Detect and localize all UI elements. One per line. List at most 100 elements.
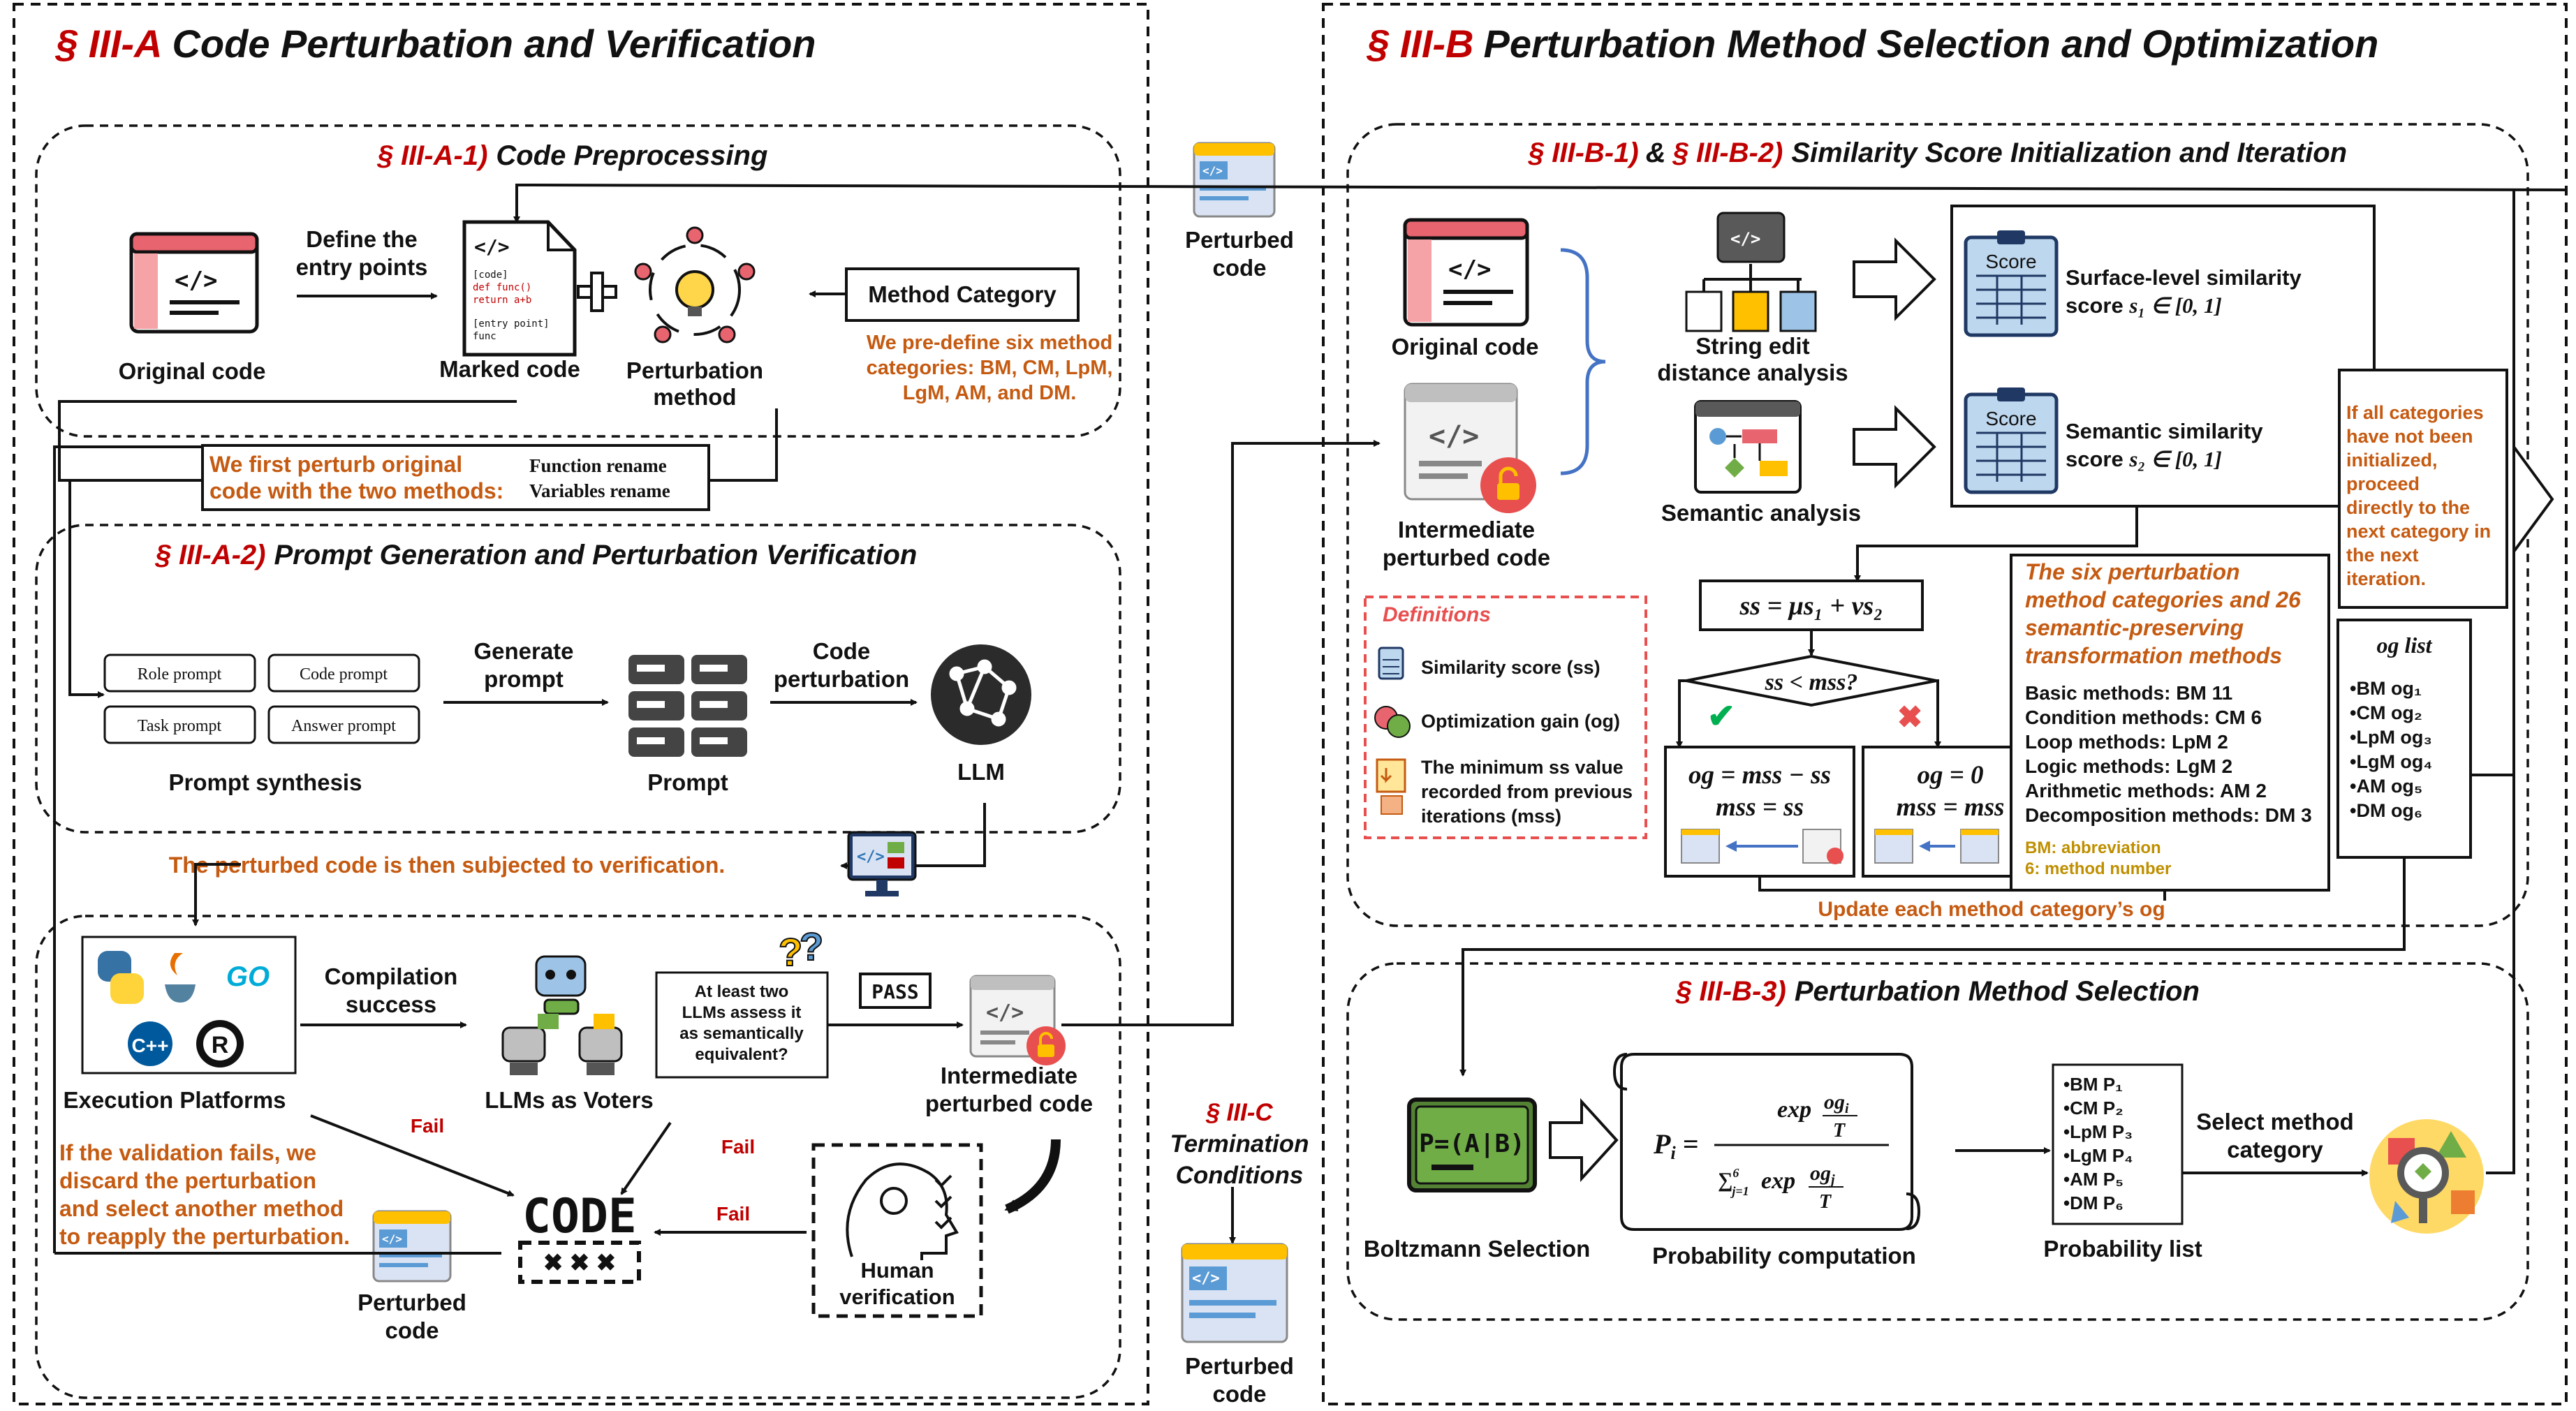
code-perturbation-1: Code: [813, 638, 871, 664]
pass-badge: PASS: [859, 973, 932, 1009]
surface-sim-2: score s₁ ∈ [0, 1]: [2066, 293, 2222, 318]
perturbed-code-icon-top: </>: [1193, 142, 1276, 218]
svg-text:</>: </>: [1730, 229, 1760, 249]
boltzmann-label: Boltzmann Selection: [1364, 1236, 1591, 1262]
variables-rename: Variables rename: [529, 480, 670, 501]
svg-text:Pi =: Pi =: [1653, 1128, 1698, 1163]
llm-icon: [931, 644, 1031, 745]
first-perturb-box: [201, 444, 710, 511]
arrow-no: [1934, 679, 1941, 748]
select-category-icon: [2369, 1119, 2484, 1234]
perturbed-code-a-1: Perturbed: [358, 1290, 466, 1315]
six-item-2: Condition methods: CM 6: [2025, 707, 2262, 728]
all-cat-6: next category in: [2346, 521, 2491, 542]
prompt-synthesis-label: Prompt synthesis: [169, 769, 362, 795]
hollow-arrow-right: [2512, 442, 2554, 556]
human-verification-icon: [846, 1162, 959, 1260]
method-category-label: Method Category: [868, 281, 1057, 307]
marked-code-icon: </> [code] def func() return a+b [entry …: [462, 220, 577, 357]
definition-3-line2: recorded from previous: [1421, 781, 1633, 802]
predefine-note-1: We pre-define six method: [867, 332, 1112, 354]
all-cat-3: initialized,: [2346, 450, 2438, 471]
string-edit-icon: </>: [1685, 212, 1817, 332]
perturbation-method-label-2: method: [653, 384, 736, 410]
define-entry-label-1: Define the: [306, 226, 418, 252]
definition-1: Similarity score (ss): [1421, 657, 1600, 678]
code-perturbation-2: perturbation: [774, 666, 909, 692]
semantic-analysis-icon: [1694, 400, 1802, 494]
cpp-icon: C++: [128, 1021, 172, 1066]
b3-title: § III-B-3) Perturbation Method Selection: [1675, 976, 2200, 1007]
predefine-note-2: categories: BM, CM, LpM,: [867, 357, 1113, 379]
svg-text:</>: </>: [857, 848, 885, 866]
llm-question-box: [655, 971, 829, 1079]
middle-perturbed-top-1: Perturbed: [1185, 227, 1294, 253]
similarity-score-icon: [1378, 647, 1404, 680]
section-a-frame: [13, 3, 1149, 1405]
code-prompt-box: [267, 653, 420, 693]
execution-platforms-label: Execution Platforms: [63, 1087, 286, 1113]
function-rename: Function rename: [529, 455, 667, 476]
svg-text:exp: exp: [1777, 1097, 1811, 1123]
semantic-analysis-label: Semantic analysis: [1661, 500, 1861, 526]
perturbed-code-icon-a: </>: [372, 1210, 452, 1283]
svg-text:T: T: [1833, 1120, 1846, 1142]
middle-perturbed-top-2: code: [1212, 255, 1266, 281]
answer-prompt-label: Answer prompt: [291, 717, 396, 735]
arrow-yes: [1676, 679, 1686, 748]
six-item-1: Basic methods: BM 11: [2025, 682, 2232, 704]
right-update-flow-icon: [1874, 829, 1999, 864]
six-note-1: BM: abbreviation: [2025, 839, 2161, 857]
svg-text:</>: </>: [1448, 256, 1491, 283]
svg-text:PASS: PASS: [871, 980, 918, 1003]
code-fail-icon: CODE ✖ ✖ ✖: [518, 1189, 641, 1284]
prompt-grid: Role prompt Code prompt Task prompt Answ…: [103, 653, 420, 744]
prob-item-2: •CM P₂: [2063, 1098, 2124, 1118]
llm-question-4: equivalent?: [695, 1045, 788, 1064]
human-verification-2: verification: [839, 1285, 955, 1309]
definition-3-line3: iterations (mss): [1421, 806, 1561, 827]
b12-title: § III-B-1) & § III-B-2) Similarity Score In…: [1528, 138, 2347, 168]
prob-item-5: •AM P₅: [2063, 1169, 2124, 1190]
select-method-2: category: [2227, 1137, 2323, 1162]
discard-note-2: discard the perturbation: [59, 1168, 316, 1193]
all-categories-box: [2338, 369, 2508, 609]
llm-label: LLM: [957, 759, 1005, 785]
decision-label: ss < mss?: [1765, 670, 1858, 695]
svg-text:[entry point]: [entry point]: [473, 318, 550, 330]
section-b-title: § III-B Perturbation Method Selection and…: [1366, 22, 2378, 66]
surface-sim-1: Surface-level similarity: [2066, 265, 2302, 290]
termination-2: Conditions: [1176, 1162, 1304, 1189]
svg-text:def func(): def func(): [473, 282, 531, 293]
probability-scroll: [1612, 1053, 1921, 1231]
hollow-arrow-1: [1853, 237, 1936, 321]
minimum-mss-icon: [1376, 758, 1406, 815]
svg-text:exp: exp: [1761, 1168, 1795, 1194]
llm-question-2: LLMs assess it: [682, 1003, 802, 1022]
line-top-loop: [513, 183, 2567, 223]
svg-text:Score: Score: [1985, 251, 2036, 272]
left-update-1: og = mss − ss: [1688, 761, 1831, 790]
all-cat-7: the next: [2346, 545, 2419, 566]
svg-text:?: ?: [779, 930, 802, 974]
six-item-5: Arithmetic methods: AM 2: [2025, 780, 2267, 801]
arrow-score-formula: [1854, 506, 2138, 582]
a2-title: § III-A-2) Prompt Generation and Perturba…: [155, 540, 918, 570]
rust-icon: R: [196, 1020, 244, 1068]
middle-perturbed-bottom-2: code: [1212, 1381, 1266, 1407]
intermediate-code-icon: </>: [969, 975, 1066, 1065]
og-list-box: [2336, 619, 2472, 859]
arrow-fail-2: [620, 1121, 672, 1195]
og-item-1: •BM og₁: [2350, 678, 2422, 699]
line-method-to-box: [709, 408, 778, 482]
hollow-arrow-2: [1853, 405, 1936, 489]
perturbed-code-icon-bottom: </>: [1181, 1243, 1288, 1343]
original-code-icon: </>: [129, 232, 259, 334]
intermediate-label-2: perturbed code: [925, 1091, 1093, 1116]
task-prompt-box: [103, 705, 256, 744]
svg-text:</>: </>: [1192, 1270, 1220, 1287]
formula-box: [1699, 579, 1924, 631]
select-method-1: Select method: [2196, 1109, 2354, 1135]
prob-item-6: •DM P₆: [2063, 1192, 2124, 1213]
